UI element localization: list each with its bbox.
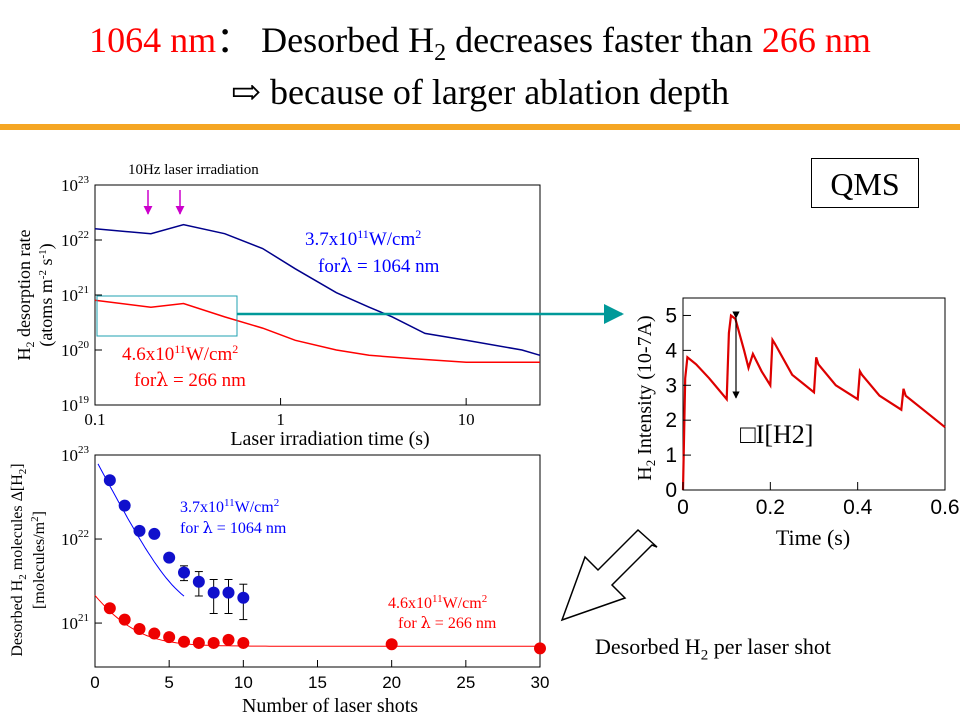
plot-c-ytick-label: 1022 <box>61 528 89 549</box>
plot-c-point-1 <box>207 636 220 649</box>
plot-a-xtick-label: 10 <box>458 410 475 429</box>
plot-c-xtick-label: 20 <box>382 673 401 692</box>
plot-b-ylabel: H2 Intensity (10-7A) <box>634 315 658 480</box>
plot-c-xtick-label: 5 <box>164 673 173 692</box>
plot-c-xtick-label: 30 <box>531 673 550 692</box>
plot-c-point-0 <box>222 586 235 599</box>
delta-h2-label: □I[H2] <box>740 420 814 449</box>
title-decreases: decreases faster than <box>446 20 762 60</box>
plot-a-series-1 <box>94 299 540 363</box>
plot-a-series <box>94 223 541 363</box>
plot-a-annot-266-intensity: 4.6x1011W/cm2 <box>122 342 238 365</box>
plot-b-xtick-label: 0.2 <box>756 496 785 519</box>
svg-text:H2 Intensity (10-7A): H2 Intensity (10-7A) <box>634 315 658 480</box>
plot-b-xtick-label: 0.4 <box>843 496 873 519</box>
title-subscript: 2 <box>434 40 447 67</box>
title-separator: ： <box>216 20 253 60</box>
plot-c-ytick-label: 1023 <box>61 444 90 465</box>
slide-title-line-1: 1064 nm： Desorbed H2 decreases faster th… <box>0 18 960 75</box>
plot-c-point-1 <box>222 633 235 646</box>
plot-b-ytick-label: 4 <box>665 339 677 362</box>
plot-c-ticks: 0 5 10 15 20 25 30 1021 1022 1023 <box>61 444 549 692</box>
title-divider <box>0 124 960 130</box>
plot-c-point-0 <box>133 524 146 537</box>
svg-text:Desorbed H2 molecules Δ[H2]: Desorbed H2 molecules Δ[H2] <box>9 463 29 656</box>
plot-b-xtick-label: 0 <box>677 496 689 519</box>
plot-c-point-0 <box>163 551 176 564</box>
caption-text-a: Desorbed H <box>595 634 701 659</box>
plot-a-annot-1064-lambda: forλ = 1064 nm <box>318 255 440 277</box>
plot-c-point-1 <box>133 622 146 635</box>
plot-a-ylabel: H2 desorption rate (atoms m-2 s-1) <box>14 230 57 361</box>
plot-b-xtick-label: 0.6 <box>930 496 959 519</box>
plot-c-point-1 <box>534 642 546 655</box>
plot-b-frame <box>682 297 946 491</box>
plot-b-ticks: 0 0.2 0.4 0.6 0 1 2 3 4 5 <box>665 304 959 519</box>
plot-c-point-0 <box>118 499 131 512</box>
plot-b-xlabel: Time (s) <box>776 525 850 550</box>
plot-c-xtick-label: 15 <box>308 673 327 692</box>
plot-c-series <box>94 463 546 655</box>
plot-c-frame <box>94 454 541 668</box>
plot-b-ytick-label: 5 <box>665 304 677 327</box>
plot-c-point-0 <box>148 527 161 540</box>
plot-c-point-0 <box>103 474 116 487</box>
caption-text-b: per laser shot <box>708 634 831 659</box>
plot-c-annot-266-intensity: 4.6x1011W/cm2 <box>388 593 487 612</box>
plot-c-point-1 <box>118 613 131 626</box>
plot-b-ytick-label: 3 <box>665 374 677 397</box>
plot-a-ytick-label: 1022 <box>61 229 89 250</box>
plot-a-ytick-label: 1023 <box>61 174 90 195</box>
svg-text:H2 desorption rate: H2 desorption rate <box>14 230 37 361</box>
plot-a-ytick-label: 1021 <box>61 284 89 305</box>
plot-a-series-0 <box>94 223 541 357</box>
plot-c-ytick-label: 1021 <box>61 612 89 633</box>
plot-c-xtick-label: 0 <box>90 673 99 692</box>
plot-b-ytick-label: 1 <box>665 444 677 467</box>
plot-b-ytick-label: 0 <box>665 479 677 502</box>
plot-c-fit-1064 <box>97 463 185 597</box>
zoom-region-box <box>96 295 238 337</box>
plot-c-point-1 <box>237 636 250 649</box>
caption-desorbed-per-shot: Desorbed H2 per laser shot <box>595 634 831 664</box>
plot-c-point-1 <box>192 636 205 649</box>
svg-text:(atoms m-2 s-1): (atoms m-2 s-1) <box>36 243 57 346</box>
slide-title-line-2: ⇨ because of larger ablation depth <box>230 72 730 112</box>
plot-c-xlabel: Number of laser shots <box>242 695 418 717</box>
hollow-down-left-arrow <box>560 528 658 622</box>
plot-c-xtick-label: 25 <box>456 673 475 692</box>
plot-c-point-0 <box>192 575 205 588</box>
qms-label-box: QMS <box>811 158 919 208</box>
plot-a-ytick-label: 1020 <box>61 339 90 360</box>
plot-b-series <box>681 313 946 491</box>
plot-c-point-1 <box>148 627 161 640</box>
plot-c-point-1 <box>385 638 398 651</box>
caption-subscript: 2 <box>700 647 709 664</box>
title-desorbed: Desorbed H <box>261 20 435 60</box>
plot-c-xtick-label: 10 <box>234 673 253 692</box>
plot-c-annot-266-lambda: for λ = 266 nm <box>398 613 497 632</box>
plot-c-point-0 <box>237 591 250 604</box>
plot-a-xtick-label: 1 <box>276 410 285 429</box>
plot-c-annot-1064-lambda: for λ = 1064 nm <box>180 518 287 537</box>
plot-b-ytick-label: 2 <box>665 409 677 432</box>
svg-text:[molecules/m2]: [molecules/m2] <box>29 511 48 609</box>
title-1064nm: 1064 nm <box>89 20 217 60</box>
plot-a-xtick-label: 0.1 <box>84 410 105 429</box>
laser-irradiation-label: 10Hz laser irradiation <box>128 162 259 178</box>
plot-a-annot-1064-intensity: 3.7x1011W/cm2 <box>305 227 421 250</box>
title-266nm: 266 nm <box>761 20 871 60</box>
plot-c-point-1 <box>178 635 190 648</box>
plot-c-ylabel: Desorbed H2 molecules Δ[H2] [molecules/m… <box>9 463 48 656</box>
plot-c-point-1 <box>103 602 116 615</box>
plot-c-annot-1064-intensity: 3.7x1011W/cm2 <box>180 497 279 516</box>
plot-b-series-0 <box>681 313 946 491</box>
plot-c-point-1 <box>163 631 176 644</box>
plot-a-xlabel: Laser irradiation time (s) <box>230 428 429 450</box>
plot-a-annot-266-lambda: forλ = 266 nm <box>134 369 246 391</box>
plot-c-point-0 <box>178 566 190 579</box>
plot-c-point-0 <box>207 586 220 599</box>
